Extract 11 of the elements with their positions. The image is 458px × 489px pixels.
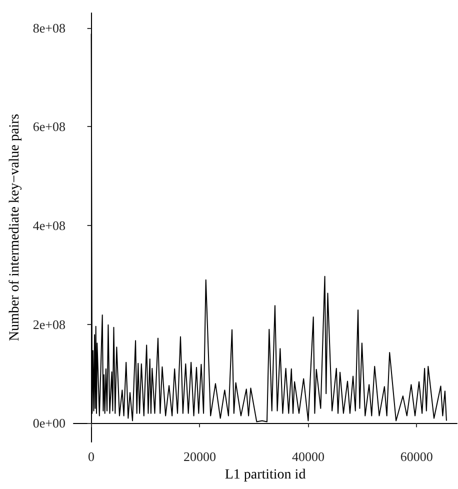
x-tick-label: 0 (88, 449, 95, 464)
y-tick-label: 8e+08 (32, 20, 66, 36)
y-tick-label: 6e+08 (32, 119, 66, 134)
x-tick-label: 40000 (292, 449, 324, 464)
x-tick-label: 60000 (400, 449, 433, 464)
y-tick-label: 0e+00 (32, 416, 66, 431)
x-tick-label: 20000 (183, 449, 216, 464)
y-tick-label: 4e+08 (32, 218, 66, 234)
y-axis-title: Number of intermediate key−value pairs (8, 114, 22, 342)
y-tick-label: 2e+08 (32, 316, 66, 332)
x-axis-title: L1 partition id (224, 467, 306, 482)
